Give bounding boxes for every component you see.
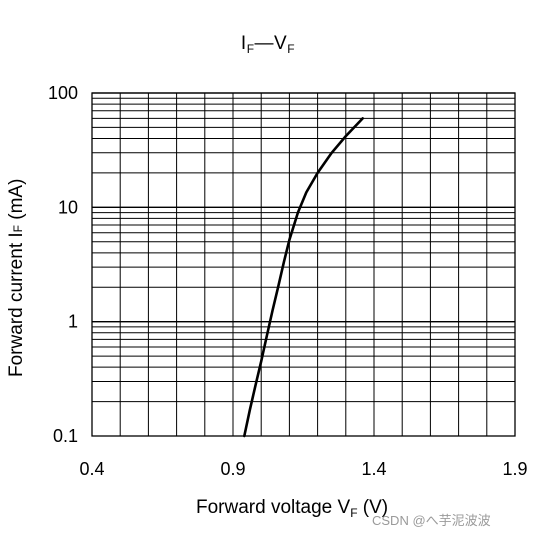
ylabel-unit: (mA) — [6, 178, 27, 225]
title-main: I — [240, 33, 247, 54]
xlabel-unit: (V) — [357, 497, 389, 518]
title-sub-f: F — [246, 42, 255, 56]
ylabel-main: Forward current I — [6, 232, 27, 377]
grid — [92, 92, 515, 436]
x-tick-label: 1.9 — [502, 459, 527, 479]
y-tick-label: 10 — [58, 197, 78, 217]
y-axis-label: Forward current IF (mA) — [6, 179, 27, 397]
xlabel-sub: F — [350, 506, 358, 520]
x-tick-label: 0.9 — [220, 459, 245, 479]
ylabel-sub: F — [11, 225, 25, 233]
x-tick-label: 0.4 — [79, 459, 104, 479]
y-tick-label: 100 — [48, 83, 78, 103]
title-dash: —V — [254, 33, 288, 54]
y-tick-labels: 0.1 1 10 100 — [48, 83, 78, 446]
x-axis-label: Forward voltage VF (V) — [196, 497, 388, 520]
xlabel-main: Forward voltage V — [196, 497, 351, 518]
x-tick-labels: 0.4 0.9 1.4 1.9 — [79, 459, 527, 479]
title-sub-f2: F — [287, 42, 296, 56]
y-tick-label: 0.1 — [53, 426, 78, 446]
y-tick-label: 1 — [68, 312, 78, 332]
x-tick-label: 1.4 — [361, 459, 386, 479]
plot-frame — [91, 92, 516, 437]
series-line — [243, 117, 364, 438]
watermark: CSDN @へ芋泥波波 — [372, 513, 491, 528]
chart-title: IF—VF — [0, 33, 536, 56]
